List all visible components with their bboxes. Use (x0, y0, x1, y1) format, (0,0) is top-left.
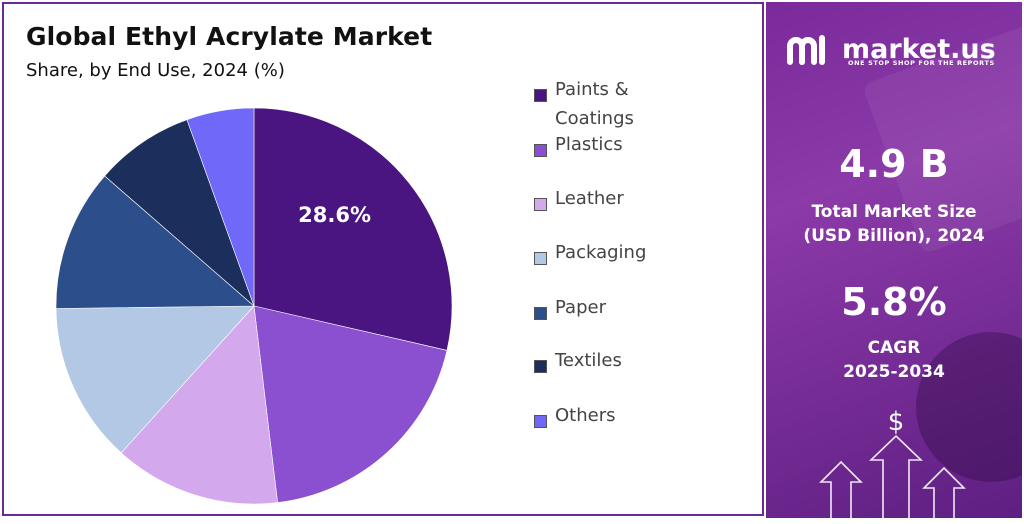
legend-item: Leather (534, 188, 695, 213)
pie-slice-others (186, 107, 255, 307)
cagr-label-line2: 2025-2034 (843, 362, 945, 382)
pie-slice-packaging (55, 305, 255, 454)
chart-subtitle: Share, by End Use, 2024 (%) (26, 60, 285, 81)
brand-name: market.us (842, 34, 996, 65)
growth-arrows-icon: $ (819, 407, 966, 518)
legend-item: Others (534, 405, 695, 430)
legend-swatch (534, 360, 547, 373)
legend-swatch (534, 89, 547, 102)
chart-title: Global Ethyl Acrylate Market (26, 22, 433, 51)
legend-item: Plastics (534, 134, 695, 159)
pie-slice-plastics (253, 305, 448, 503)
brand-tagline: ONE STOP SHOP FOR THE REPORTS (848, 59, 995, 67)
cagr-label-line1: CAGR (867, 338, 921, 358)
legend-swatch (534, 307, 547, 320)
pie-slice-textiles (104, 119, 255, 307)
legend-label: Plastics (555, 134, 623, 155)
cagr-value: 5.8% (841, 280, 947, 324)
pie-data-label: 28.6% (298, 203, 371, 227)
market-size-value: 4.9 B (839, 142, 949, 186)
legend-item: Paper (534, 297, 695, 322)
market-size-label-line2: (USD Billion), 2024 (803, 226, 985, 246)
market-size-label-line1: Total Market Size (811, 202, 977, 222)
chart-panel: Global Ethyl Acrylate Market Share, by E… (2, 2, 764, 516)
market-us-logo-icon (787, 35, 825, 65)
legend-swatch (534, 252, 547, 265)
pie-slice-leather (120, 305, 278, 505)
pie-slice-paper (55, 175, 255, 309)
legend-swatch (534, 144, 547, 157)
legend-label: Packaging (555, 242, 647, 263)
brand: market.us (786, 32, 996, 68)
legend-label: Leather (555, 188, 624, 209)
legend-label: Others (555, 405, 616, 426)
pie-slice-paints-coatings (253, 107, 453, 351)
legend-item: Textiles (534, 350, 695, 375)
dollar-icon: $ (888, 407, 905, 437)
legend-swatch (534, 415, 547, 428)
summary-panel: market.us ONE STOP SHOP FOR THE REPORTS … (766, 2, 1022, 518)
legend-swatch (534, 198, 547, 211)
legend-label: Paper (555, 297, 606, 318)
legend-item: Packaging (534, 242, 695, 267)
legend-item: Paints & Coatings (534, 79, 695, 133)
pie-chart: 28.6% (55, 107, 453, 505)
legend-label: Paints & Coatings (555, 79, 634, 129)
legend-label: Textiles (555, 350, 622, 371)
